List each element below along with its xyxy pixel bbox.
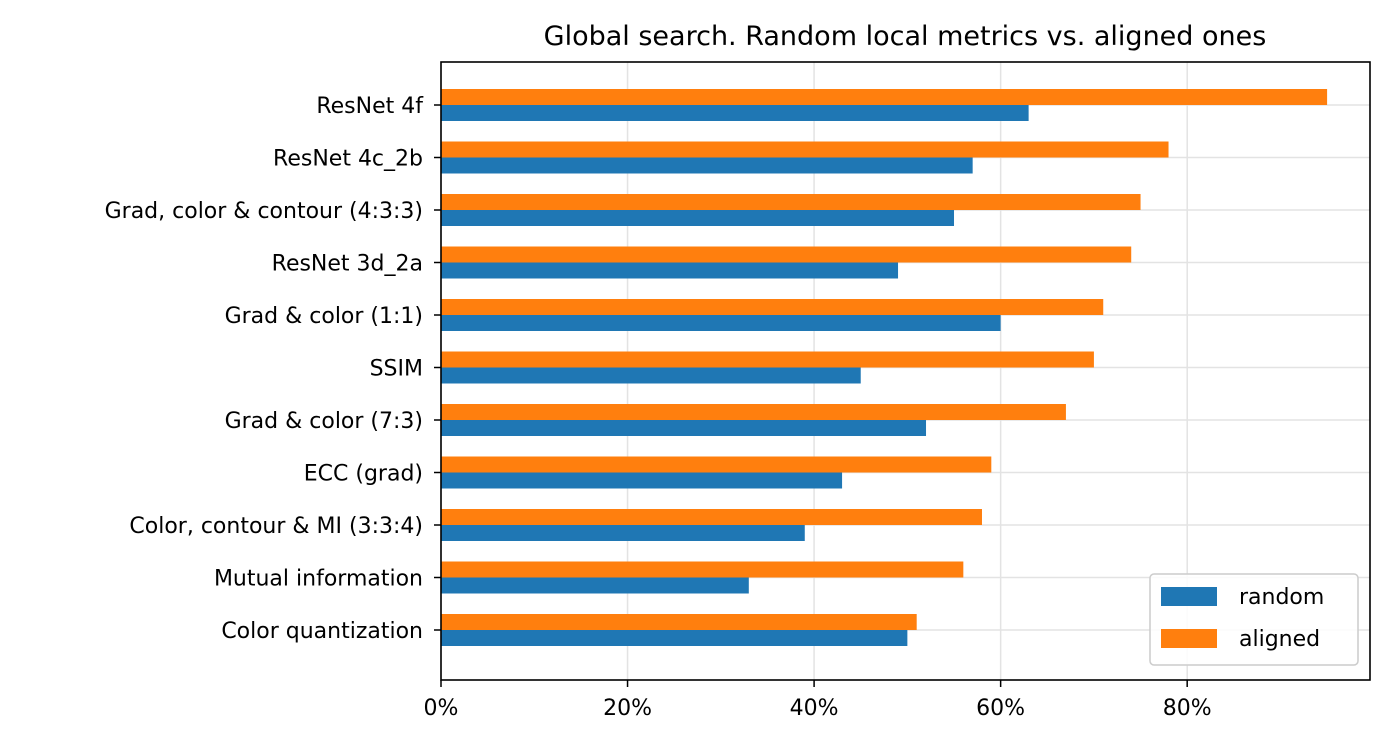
bar-aligned <box>441 351 1094 368</box>
bar-aligned <box>441 561 964 578</box>
bar-aligned <box>441 404 1066 420</box>
y-tick-label: Grad & color (1:1) <box>225 304 423 329</box>
bar-random <box>441 315 1001 331</box>
legend-label-aligned: aligned <box>1239 627 1320 652</box>
y-tick-label: Color quantization <box>221 619 423 644</box>
bar-random <box>441 157 973 174</box>
bar-aligned <box>441 509 982 525</box>
x-tick-label: 40% <box>790 696 839 721</box>
bar-random <box>441 420 927 436</box>
x-tick-label: 20% <box>603 696 652 721</box>
bar-random <box>441 105 1029 121</box>
chart-title: Global search. Random local metrics vs. … <box>544 21 1267 52</box>
legend-swatch-random <box>1161 587 1217 606</box>
legend-label-random: random <box>1239 585 1324 610</box>
y-tick-label: ResNet 4c_2b <box>273 147 423 172</box>
x-tick-label: 60% <box>976 696 1025 721</box>
bar-aligned <box>441 614 917 630</box>
bar-random <box>441 577 749 594</box>
bars-layer <box>441 89 1328 646</box>
y-tick-label: ECC (grad) <box>304 462 423 487</box>
bar-aligned <box>441 89 1328 105</box>
y-tick-label: SSIM <box>370 357 423 382</box>
legend-swatch-aligned <box>1161 629 1217 648</box>
y-tick-label: ResNet 3d_2a <box>272 252 423 277</box>
bar-aligned <box>441 299 1104 315</box>
axes-layer: 0% 20% 40% 60% 80% ResNet 4f ResNet 4c_2b Grad,… <box>105 61 1371 721</box>
y-tick-label: Color, contour & MI (3:3:4) <box>129 514 423 539</box>
bar-random <box>441 367 861 384</box>
bar-random <box>441 472 843 489</box>
bar-aligned <box>441 246 1132 263</box>
y-tick-label: Mutual information <box>214 567 423 592</box>
y-tick-label: Grad, color & contour (4:3:3) <box>105 199 423 224</box>
bar-random <box>441 525 805 541</box>
y-tick-label: Grad & color (7:3) <box>225 409 423 434</box>
bar-aligned <box>441 456 992 473</box>
bar-aligned <box>441 141 1169 158</box>
bar-random <box>441 630 908 646</box>
legend: random aligned <box>1149 573 1359 666</box>
x-tick-label: 0% <box>424 696 459 721</box>
y-tick-label: ResNet 4f <box>316 94 424 119</box>
bar-random <box>441 262 899 279</box>
x-tick-label: 80% <box>1163 696 1212 721</box>
bar-aligned <box>441 194 1141 210</box>
plot-frame <box>440 61 1371 681</box>
bar-random <box>441 210 955 226</box>
